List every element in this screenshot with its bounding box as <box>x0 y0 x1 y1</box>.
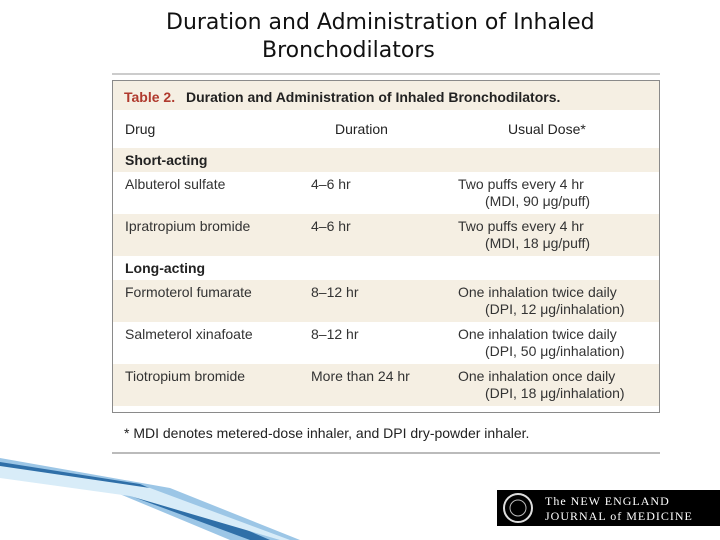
logo-seal <box>503 493 533 523</box>
group-heading: Long-acting <box>125 260 206 276</box>
dose: (DPI, 50 μg/inhalation) <box>485 343 625 359</box>
duration: More than 24 hr <box>311 368 410 384</box>
logo-seal <box>509 499 527 517</box>
dose: One inhalation twice daily <box>458 326 617 342</box>
dose: (MDI, 90 μg/puff) <box>485 193 591 209</box>
duration: 4–6 hr <box>311 176 351 192</box>
dose: One inhalation twice daily <box>458 284 617 300</box>
slide-title: Bronchodilators <box>262 38 435 63</box>
swoosh <box>0 466 290 540</box>
row-band <box>113 214 659 256</box>
column-header: Duration <box>335 121 388 137</box>
dose: (DPI, 18 μg/inhalation) <box>485 385 625 401</box>
dose: (MDI, 18 μg/puff) <box>485 235 591 251</box>
group-heading: Short-acting <box>125 152 208 168</box>
logo-text: The NEW ENGLAND <box>545 494 670 508</box>
duration: 8–12 hr <box>311 284 359 300</box>
drug-name: Albuterol sulfate <box>125 176 226 192</box>
dose: (DPI, 12 μg/inhalation) <box>485 301 625 317</box>
drug-name: Salmeterol xinafoate <box>125 326 253 342</box>
drug-name: Ipratropium bromide <box>125 218 251 234</box>
dose: Two puffs every 4 hr <box>458 218 584 234</box>
slide-title: Duration and Administration of Inhaled <box>166 10 595 35</box>
drug-name: Tiotropium bromide <box>125 368 246 384</box>
table-label: Table 2. <box>124 89 176 105</box>
logo-text: JOURNAL of MEDICINE <box>545 509 693 523</box>
caption-band <box>113 81 659 110</box>
row-band <box>113 148 659 172</box>
logo-box <box>497 490 720 526</box>
table-border <box>112 80 660 413</box>
dose: One inhalation once daily <box>458 368 616 384</box>
row-band <box>113 280 659 322</box>
footnote: * MDI denotes metered-dose inhaler, and … <box>124 425 530 441</box>
table-caption: Duration and Administration of Inhaled B… <box>186 89 561 105</box>
row-band <box>113 364 659 406</box>
duration: 4–6 hr <box>311 218 351 234</box>
dose: Two puffs every 4 hr <box>458 176 584 192</box>
drug-name: Formoterol fumarate <box>125 284 252 300</box>
column-header: Drug <box>125 121 156 137</box>
column-header: Usual Dose* <box>508 121 586 137</box>
duration: 8–12 hr <box>311 326 359 342</box>
